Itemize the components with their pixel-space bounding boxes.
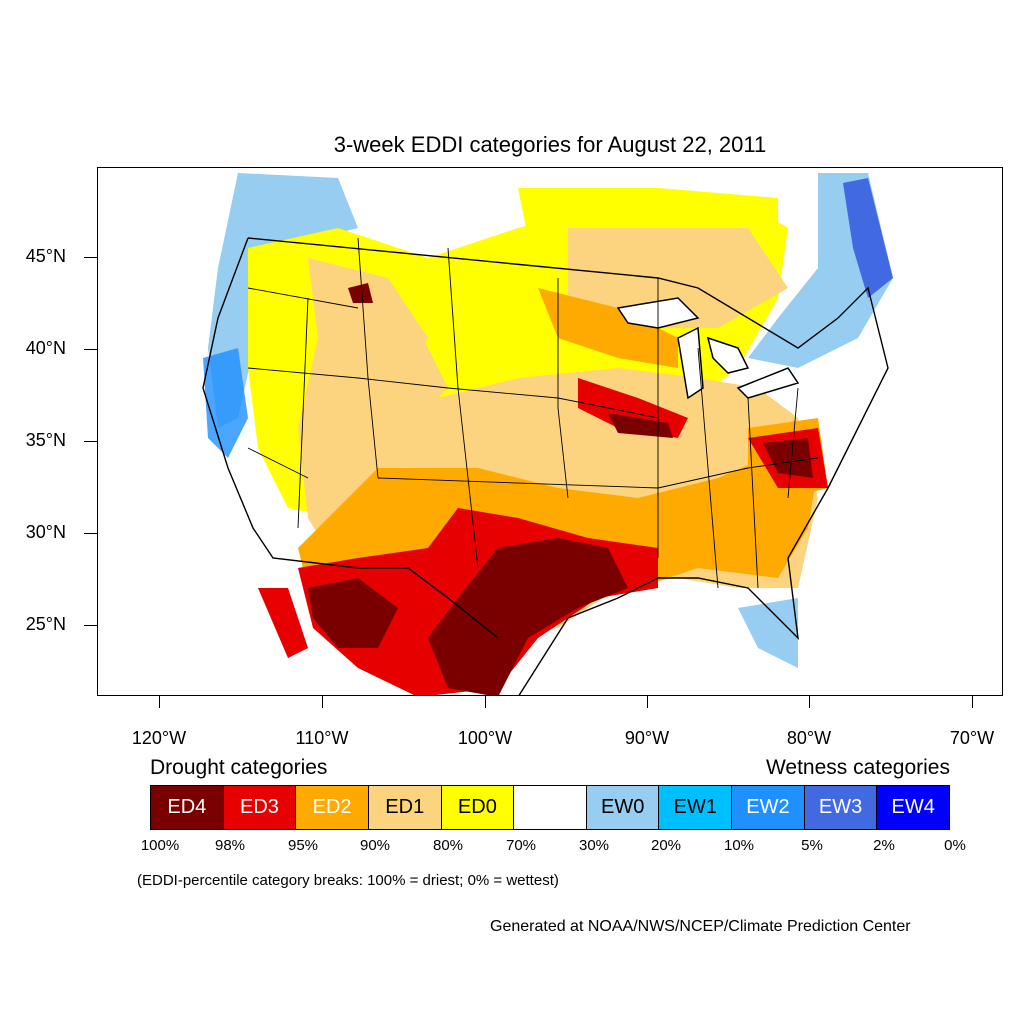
legend-cell-ew3: EW3 xyxy=(804,786,878,829)
lat-tick-30 xyxy=(84,533,97,534)
ed1-region-north xyxy=(568,228,788,328)
legend-cell-ew0: EW0 xyxy=(586,786,660,829)
legend-label-ew3: EW3 xyxy=(818,796,863,818)
legend-label-ed1: ED1 xyxy=(385,796,425,818)
legend-cell-ew4: EW4 xyxy=(877,786,950,829)
legend-cell-ew1: EW1 xyxy=(659,786,733,829)
lon-tick-70 xyxy=(972,696,973,708)
lat-label-40: 40°N xyxy=(25,338,66,358)
legend-cell-ed3: ED3 xyxy=(223,786,297,829)
lat-tick-35 xyxy=(84,441,97,442)
lon-label-120: 120°W xyxy=(131,728,187,748)
lat-label-30: 30°N xyxy=(25,522,66,542)
pct-break: 70% xyxy=(505,837,537,854)
lon-tick-120 xyxy=(159,696,160,708)
legend-label-ew1: EW1 xyxy=(673,796,717,818)
pct-break: 30% xyxy=(578,837,610,854)
map-canvas xyxy=(198,173,898,695)
legend-label-ed2: ED2 xyxy=(312,796,352,818)
legend-cell-ed0: ED0 xyxy=(441,786,515,829)
lon-tick-90 xyxy=(647,696,648,708)
ed4-region-montana xyxy=(348,283,373,303)
ed4-region-texas xyxy=(428,538,628,695)
map-title: 3-week EDDI categories for August 22, 20… xyxy=(333,132,767,157)
legend-cell-neutral xyxy=(514,786,587,829)
category-note: (EDDI-percentile category breaks: 100% =… xyxy=(137,872,559,889)
ed1-region-west xyxy=(358,328,448,428)
us-outline xyxy=(202,237,889,695)
eddi-map xyxy=(97,167,1003,696)
lat-label-45: 45°N xyxy=(25,246,66,266)
lon-tick-100 xyxy=(485,696,486,708)
credit-line: Generated at NOAA/NWS/NCEP/Climate Predi… xyxy=(490,918,911,935)
lon-label-100: 100°W xyxy=(457,728,513,748)
legend-cell-ed2: ED2 xyxy=(296,786,369,829)
legend-label-ew4: EW4 xyxy=(891,796,935,818)
lon-label-90: 90°W xyxy=(624,728,670,748)
legend-cell-ed4: ED4 xyxy=(151,786,224,829)
pct-break: 100% xyxy=(140,837,180,854)
legend-label-ed0: ED0 xyxy=(457,796,497,818)
wet-region-california xyxy=(203,348,248,458)
wet-region-northeast-deep xyxy=(843,178,893,298)
lat-tick-45 xyxy=(84,257,97,258)
ed4-region-illinois xyxy=(608,413,673,438)
lat-tick-25 xyxy=(84,625,97,626)
legend-label-ed4: ED4 xyxy=(167,796,207,818)
legend-label-ed3: ED3 xyxy=(240,796,279,818)
lon-label-80: 80°W xyxy=(786,728,832,748)
pct-break: 10% xyxy=(723,837,755,854)
state-borders xyxy=(247,237,819,589)
ed2-region-lakes xyxy=(538,288,678,368)
ed4-region-mexico xyxy=(308,578,398,648)
pct-break: 0% xyxy=(944,837,966,854)
pct-break: 95% xyxy=(287,837,319,854)
ed3-region-mexico xyxy=(258,588,308,658)
ed4-region-carolina xyxy=(763,438,813,478)
pct-break: 98% xyxy=(214,837,246,854)
pct-break: 80% xyxy=(432,837,464,854)
lon-tick-110 xyxy=(322,696,323,708)
wet-region-florida xyxy=(738,598,798,668)
lat-label-25: 25°N xyxy=(25,614,66,634)
legend-bar: ED4 ED3 ED2 ED1 ED0 EW0 EW1 EW2 EW3 EW4 xyxy=(150,785,950,830)
legend-label-ew2: EW2 xyxy=(746,796,790,818)
pct-break: 5% xyxy=(801,837,823,854)
pct-break: 2% xyxy=(873,837,895,854)
legend-cell-ed1: ED1 xyxy=(368,786,442,829)
pct-break: 20% xyxy=(650,837,682,854)
lon-tick-80 xyxy=(809,696,810,708)
pct-break: 90% xyxy=(359,837,391,854)
lat-label-35: 35°N xyxy=(25,430,66,450)
legend-label-ew0: EW0 xyxy=(600,796,645,818)
lon-label-70: 70°W xyxy=(949,728,995,748)
lat-tick-40 xyxy=(84,349,97,350)
legend-cell-ew2: EW2 xyxy=(732,786,805,829)
great-lakes xyxy=(616,297,800,400)
wetness-categories-heading: Wetness categories xyxy=(765,756,950,779)
lon-label-110: 110°W xyxy=(295,728,349,748)
drought-categories-heading: Drought categories xyxy=(150,756,328,779)
